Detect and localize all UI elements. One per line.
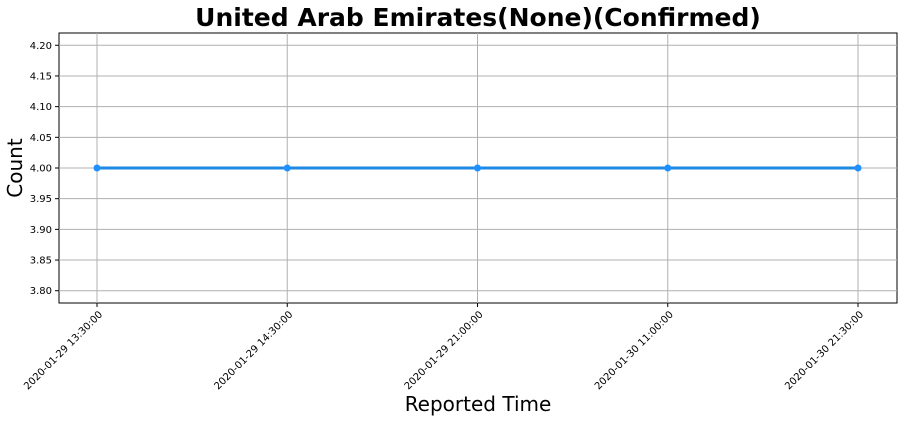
- y-tick-label: 3.80: [30, 286, 52, 297]
- x-tick-label: 2020-01-29 21:00:00: [403, 309, 486, 392]
- y-tick-label: 4.10: [30, 102, 52, 113]
- y-tick-label: 4.00: [30, 164, 52, 175]
- data-point: [93, 164, 101, 172]
- y-tick-label: 3.90: [30, 225, 52, 236]
- y-tick-label: 3.85: [30, 256, 52, 267]
- y-tick-label: 4.20: [30, 41, 52, 52]
- data-point: [664, 164, 672, 172]
- y-axis-ticks: 3.80 3.85 3.90 3.95 4.00 4.05 4.10 4.15 4.20: [30, 41, 59, 297]
- y-tick-label: 3.95: [30, 194, 52, 205]
- data-point: [854, 164, 862, 172]
- data-point: [283, 164, 291, 172]
- y-axis-label: Count: [3, 138, 27, 198]
- data-point: [474, 164, 481, 172]
- x-axis-label: Reported Time: [405, 392, 552, 416]
- series-group: [93, 164, 862, 172]
- y-tick-label: 4.05: [30, 133, 52, 144]
- x-axis-ticks: 2020-01-29 13:30:00 2020-01-29 14:30:00 20…: [22, 303, 866, 392]
- chart-title: United Arab Emirates(None)(Confirmed): [195, 3, 761, 32]
- x-tick-label: 2020-01-30 21:30:00: [783, 309, 866, 392]
- y-tick-label: 4.15: [30, 71, 52, 82]
- x-tick-label: 2020-01-29 13:30:00: [22, 309, 105, 392]
- x-tick-label: 2020-01-29 14:30:00: [212, 309, 295, 392]
- x-tick-label: 2020-01-30 11:00:00: [593, 309, 676, 392]
